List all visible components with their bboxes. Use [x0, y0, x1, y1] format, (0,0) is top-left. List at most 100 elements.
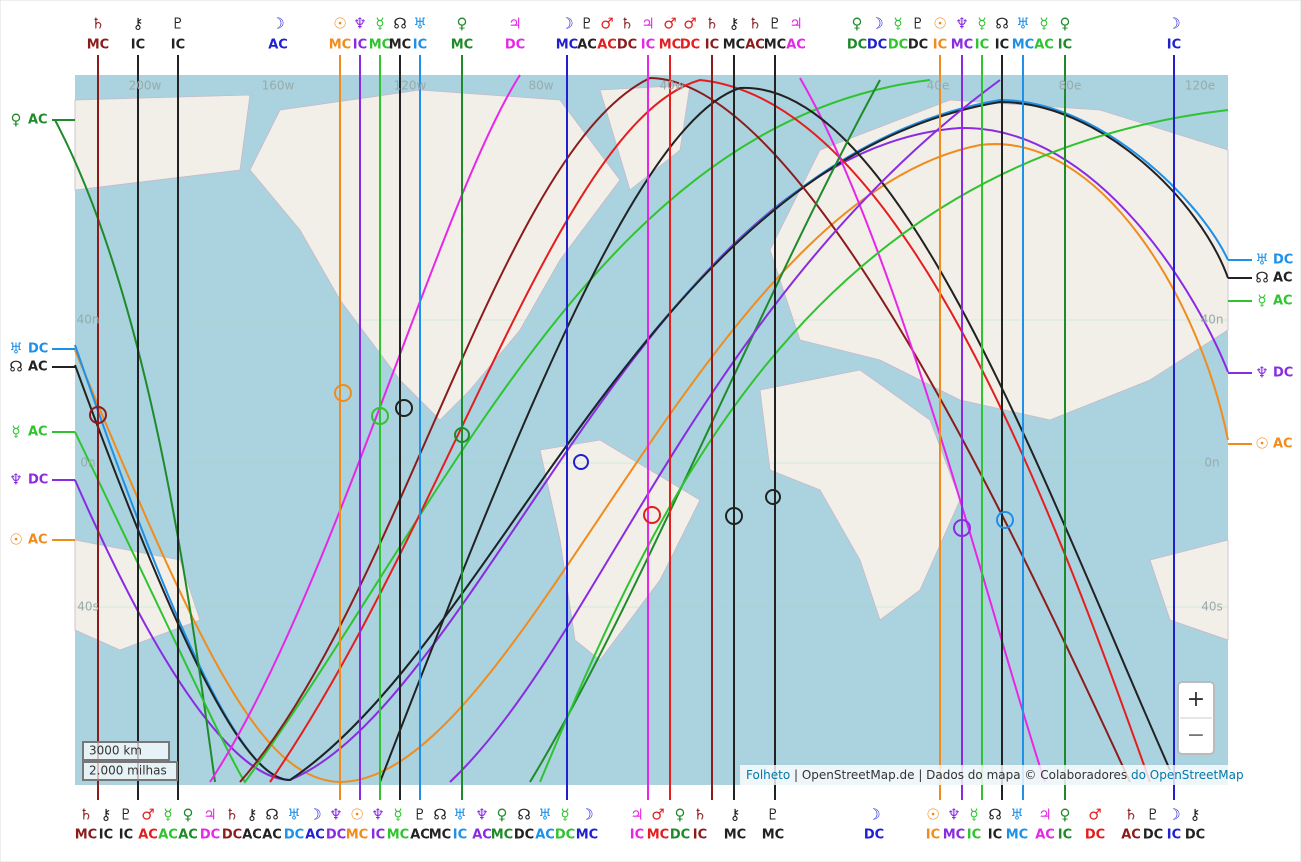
planet-glyph: ♆: [9, 471, 22, 489]
planet-glyph: ☿: [393, 806, 402, 824]
planet-glyph: ☿: [969, 806, 978, 824]
angle-label: AC: [577, 38, 597, 53]
crossing: [89, 406, 107, 424]
angle-label: IC: [119, 828, 133, 843]
planet-glyph: ♅: [413, 15, 426, 33]
scale-km-text: 3000 km: [89, 744, 142, 758]
angle-label: MC: [647, 828, 669, 843]
planet-glyph: ☿: [1039, 15, 1048, 33]
angle-label: MC: [491, 828, 513, 843]
planet-glyph: ⚷: [729, 15, 740, 33]
angle-label: IC: [1058, 828, 1072, 843]
angle-label: DC: [867, 38, 887, 53]
angle-label: IC: [926, 828, 940, 843]
planet-glyph: ♅: [1010, 806, 1023, 824]
planet-glyph: ☽: [867, 806, 880, 824]
link[interactable]: OpenStreetMap: [1150, 768, 1244, 782]
angle-label: MC: [75, 828, 97, 843]
base-map: [74, 75, 1229, 785]
longitude-label: 120e: [1185, 79, 1215, 93]
angle-label: IC: [171, 38, 185, 53]
land: [759, 369, 961, 621]
planet-glyph: ♅: [9, 340, 22, 358]
crossing: [371, 407, 389, 425]
crossing: [395, 399, 413, 417]
planet-glyph: ♅: [1255, 251, 1268, 269]
planet-glyph: ♂: [1088, 806, 1101, 824]
latitude-label: 40n: [77, 313, 100, 327]
angle-label: MC: [329, 38, 351, 53]
planet-glyph: ♂: [683, 15, 696, 33]
angle-label: DC: [200, 828, 220, 843]
crossings: [89, 384, 1014, 537]
angle-label: DC: [1143, 828, 1163, 843]
longitude-label: 40w: [659, 79, 684, 93]
land: [1149, 539, 1229, 641]
planet-glyph: ♅: [538, 806, 551, 824]
angle-label: DC: [1185, 828, 1205, 843]
planet-glyph: ☊: [517, 806, 530, 824]
planet-glyph: ♄: [748, 15, 761, 33]
curve: [74, 143, 1229, 784]
planet-glyph: ♄: [91, 15, 104, 33]
longitude-label: 40e: [927, 79, 950, 93]
angle-label: MC: [659, 38, 681, 53]
planet-labels: ♄MC⚷IC♇IC☽AC☉MC♆IC☿MC☊MC♅IC♀MC♃DC☽MC♇AC♂…: [9, 15, 1293, 843]
angle-label: MC: [943, 828, 965, 843]
planet-glyph: ☉: [333, 15, 346, 33]
planet-glyph: ♃: [1038, 806, 1051, 824]
scale-mi-text: 2.000 milhas: [89, 764, 167, 778]
angle-label: IC: [99, 828, 113, 843]
planet-glyph: ☿: [163, 806, 172, 824]
planet-glyph: ♆: [371, 806, 384, 824]
angle-label: MC: [369, 38, 391, 53]
angle-label: DC: [680, 38, 700, 53]
angle-label: DC: [1273, 366, 1293, 381]
latitude-label: 40s: [1201, 600, 1223, 614]
planet-glyph: ♂: [141, 806, 154, 824]
planet-glyph: ♃: [630, 806, 643, 824]
angle-label: DC: [1085, 828, 1105, 843]
link[interactable]: Folheto: [746, 768, 790, 782]
attribution-mid: | OpenStreetMap.de | Dados do mapa © Col…: [790, 768, 1131, 782]
zoom-out[interactable]: −: [1187, 723, 1205, 748]
latitude-label: 0n: [80, 456, 95, 470]
planet-glyph: ♇: [171, 15, 184, 33]
planet-glyph: ♀: [1060, 15, 1071, 33]
planet-glyph: ☊: [995, 15, 1008, 33]
angle-label: MC: [724, 828, 746, 843]
angle-label: DC: [514, 828, 534, 843]
planet-glyph: ♆: [353, 15, 366, 33]
planet-glyph: ☉: [926, 806, 939, 824]
angle-label: DC: [908, 38, 928, 53]
angle-label: DC: [1273, 253, 1293, 268]
planet-glyph: ♀: [183, 806, 194, 824]
planet-glyph: ♇: [911, 15, 924, 33]
planet-glyph: ☽: [1167, 806, 1180, 824]
zoom-in[interactable]: +: [1187, 687, 1205, 712]
planet-glyph: ♅: [453, 806, 466, 824]
planet-glyph: ♀: [1060, 806, 1071, 824]
angle-label: IC: [693, 828, 707, 843]
crossing: [454, 427, 470, 443]
angle-label: IC: [995, 38, 1009, 53]
planet-glyph: ♀: [457, 15, 468, 33]
angle-label: DC: [284, 828, 304, 843]
planet-glyph: ☽: [1167, 15, 1180, 33]
planet-glyph: ♆: [329, 806, 342, 824]
planet-glyph: ☉: [1255, 435, 1268, 453]
angle-label: AC: [242, 828, 262, 843]
planet-glyph: ♇: [580, 15, 593, 33]
planet-glyph: ♇: [766, 806, 779, 824]
angle-label: DC: [555, 828, 575, 843]
angle-label: MC: [1006, 828, 1028, 843]
angle-label: IC: [975, 38, 989, 53]
planet-glyph: ☊: [988, 806, 1001, 824]
curve: [74, 126, 1229, 782]
angle-label: MC: [451, 38, 473, 53]
planet-glyph: ♃: [789, 15, 802, 33]
link[interactable]: do: [1131, 768, 1146, 782]
planet-glyph: ♂: [651, 806, 664, 824]
planet-glyph: ☿: [893, 15, 902, 33]
land: [249, 89, 621, 421]
